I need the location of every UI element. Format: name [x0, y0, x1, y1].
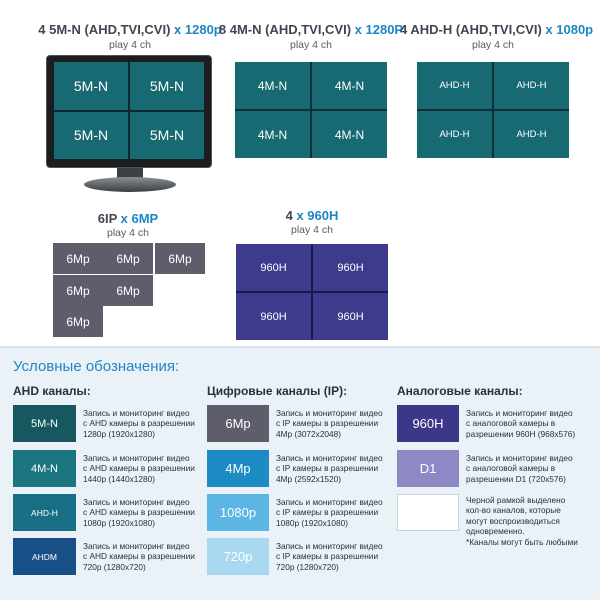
channel-cell: 5M-N [54, 111, 128, 159]
channel-cell: 4M-N [235, 62, 310, 109]
monitor-stand [84, 177, 176, 192]
legend-title: Условные обозначения: [13, 358, 180, 375]
swatch-4mp: 4Mp [207, 450, 269, 487]
legend-desc: Запись и мониторинг видео с аналоговой ка… [466, 453, 573, 484]
channel-cell: 960H [313, 244, 388, 291]
swatch-6mp: 6Mp [207, 405, 269, 442]
channel-cell: 5M-N [130, 111, 204, 159]
grid-4mn: 4M-N 4M-N 4M-N 4M-N [235, 62, 387, 158]
swatch-ahdm: AHDM [13, 538, 76, 575]
subtitle-ahdh: play 4 ch [471, 39, 515, 51]
swatch-1080p: 1080p [207, 494, 269, 531]
legend-desc: Запись и мониторинг видео с аналоговой ка… [466, 408, 576, 439]
legend-desc: Запись и мониторинг видео с AHD камеры в … [83, 453, 195, 484]
subtitle-6ip: play 4 ch [106, 227, 150, 239]
swatch-960h: 960H [397, 405, 459, 442]
swatch-frame [397, 494, 459, 531]
monitor-neck [117, 168, 143, 178]
legend-desc: Запись и мониторинг видео с IP камеры в р… [276, 453, 383, 484]
title-4mn: 8 4M-N (AHD,TVI,CVI) x 1280P [218, 22, 404, 37]
channel-cell: 5M-N [130, 62, 204, 110]
channel-cell: 4M-N [312, 111, 387, 158]
subtitle-4mn: play 4 ch [289, 39, 333, 51]
channel-cell: 4M-N [235, 111, 310, 158]
channel-cell: 960H [236, 293, 311, 340]
legend-desc: Запись и мониторинг видео с AHD камеры в … [83, 497, 195, 528]
swatch-4mn: 4M-N [13, 450, 76, 487]
channel-cell: 6Mp [53, 275, 103, 306]
grid-ahdh: AHD-H AHD-H AHD-H AHD-H [417, 62, 569, 158]
ip-column-title: Цифровые каналы (IP): [207, 384, 348, 398]
swatch-720p: 720p [207, 538, 269, 575]
swatch-5mn: 5M-N [13, 405, 76, 442]
legend-desc: Запись и мониторинг видео с IP камеры в р… [276, 497, 383, 528]
legend-desc: Запись и мониторинг видео с AHD камеры в … [83, 408, 195, 439]
channel-cell: AHD-H [417, 111, 492, 158]
subtitle-960h: play 4 ch [290, 224, 334, 236]
swatch-ahdh: AHD-H [13, 494, 76, 531]
title-5mn: 4 5M-N (AHD,TVI,CVI) x 1280p [38, 22, 222, 37]
grid-960h: 960H 960H 960H 960H [236, 244, 388, 340]
legend-desc: Запись и мониторинг видео с IP камеры в р… [276, 408, 383, 439]
analog-column-title: Аналоговые каналы: [397, 384, 523, 398]
channel-cell: 6Mp [155, 243, 205, 274]
legend-desc: Запись и мониторинг видео с AHD камеры в … [83, 541, 195, 572]
channel-cell: AHD-H [494, 111, 569, 158]
ahd-column-title: AHD каналы: [13, 384, 91, 398]
channel-cell: 6Mp [53, 306, 103, 337]
legend-panel [0, 346, 600, 600]
swatch-d1: D1 [397, 450, 459, 487]
legend-desc: Черной рамкой выделено кол-во каналов, ко… [466, 495, 578, 547]
monitor-screen-5mn: 5M-N 5M-N 5M-N 5M-N [54, 62, 204, 159]
channel-cell: AHD-H [417, 62, 492, 109]
title-ahdh: 4 AHD-H (AHD,TVI,CVI) x 1080p [400, 22, 594, 37]
channel-cell: 960H [236, 244, 311, 291]
channel-cell: 960H [313, 293, 388, 340]
channel-cell: 6Mp [103, 275, 153, 306]
channel-cell: 5M-N [54, 62, 128, 110]
channel-cell: 4M-N [312, 62, 387, 109]
channel-cell: 6Mp [103, 243, 153, 274]
channel-cell: AHD-H [494, 62, 569, 109]
channel-cell: 6Mp [53, 243, 103, 274]
title-960h: 4 x 960H [285, 208, 339, 223]
subtitle-5mn: play 4 ch [108, 39, 152, 51]
title-6ip: 6IP x 6MP [97, 211, 159, 226]
legend-desc: Запись и мониторинг видео с IP камеры в р… [276, 541, 383, 572]
